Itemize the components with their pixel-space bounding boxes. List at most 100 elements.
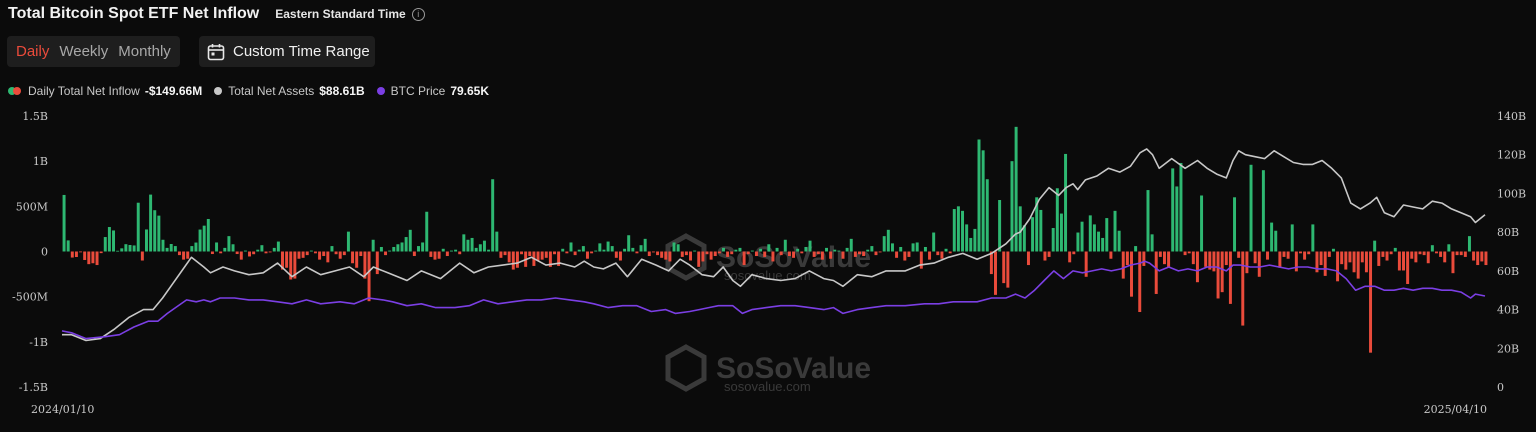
inflow-bar [1059, 213, 1063, 252]
inflow-bar [816, 251, 820, 255]
inflow-bar [1051, 228, 1055, 252]
inflow-bar [853, 251, 857, 257]
inflow-bar [268, 251, 272, 253]
inflow-bar [598, 243, 602, 252]
inflow-bar [1447, 244, 1451, 252]
inflow-bar [754, 251, 758, 257]
inflow-bar [614, 251, 618, 258]
inflow-bar [1179, 162, 1183, 252]
inflow-bar [186, 251, 190, 259]
inflow-bar [243, 250, 247, 252]
inflow-bar [1146, 190, 1150, 252]
tab-monthly[interactable]: Monthly [118, 43, 171, 60]
inflow-bar [198, 229, 202, 252]
inflow-bar [742, 251, 746, 266]
inflow-bar [1369, 251, 1373, 353]
inflow-bar [1035, 197, 1039, 252]
inflow-bar [103, 237, 107, 252]
inflow-bar [1080, 221, 1084, 252]
inflow-bar [95, 251, 99, 266]
inflow-bar [977, 139, 981, 252]
inflow-bar [392, 246, 396, 252]
inflow-bar [1315, 251, 1319, 273]
inflow-bar [1084, 251, 1088, 277]
inflow-bar [1006, 251, 1010, 288]
custom-time-range-button[interactable]: Custom Time Range [199, 36, 375, 67]
inflow-bar [458, 251, 462, 255]
header: Total Bitcoin Spot ETF Net Inflow Easter… [8, 5, 425, 23]
y-right-tick-label: 60B [1497, 265, 1519, 278]
inflow-bar [1031, 217, 1035, 252]
inflow-bar [1105, 218, 1109, 252]
inflow-bar [363, 251, 367, 279]
inflow-bar [1311, 224, 1315, 252]
inflow-bar [441, 248, 445, 252]
inflow-bar [1286, 251, 1290, 259]
inflow-bar [1092, 224, 1096, 252]
inflow-bar [1303, 251, 1307, 260]
inflow-bar [1018, 206, 1022, 252]
legend-label: Total Net Assets [228, 84, 315, 98]
inflow-bar [132, 245, 136, 252]
inflow-bar [565, 251, 569, 254]
inflow-bar [297, 251, 301, 259]
inflow-bar [1463, 251, 1467, 257]
inflow-bar [1138, 251, 1142, 313]
inflow-bar [882, 236, 886, 252]
inflow-bar [858, 251, 861, 255]
inflow-bar [487, 249, 491, 252]
y-left-tick-label: -1B [29, 336, 48, 349]
legend-value: $88.61B [319, 84, 365, 98]
inflow-bar [388, 250, 392, 252]
legend-item-net-inflow[interactable]: Daily Total Net Inflow -$149.66M [8, 84, 202, 98]
inflow-bar [433, 251, 437, 260]
inflow-bar [367, 251, 371, 302]
inflow-bar [1233, 197, 1237, 252]
inflow-bar [969, 237, 973, 252]
inflow-bar [412, 251, 416, 257]
inflow-bar [808, 240, 812, 252]
inflow-bar [651, 251, 655, 253]
legend-item-net-assets[interactable]: Total Net Assets $88.61B [214, 84, 365, 98]
inflow-bar [1097, 231, 1101, 252]
inflow-bar [371, 239, 375, 252]
inflow-bar [400, 242, 404, 252]
inflow-bar [1043, 251, 1047, 261]
inflow-bar [520, 251, 524, 255]
inflow-bar [301, 251, 305, 258]
inflow-bar [421, 242, 425, 252]
inflow-bar [689, 251, 692, 261]
inflow-bar [548, 251, 552, 267]
inflow-bar [1212, 251, 1216, 272]
inflow-bar [454, 249, 458, 252]
inflow-bar [738, 247, 742, 252]
inflow-bar [820, 251, 824, 260]
inflow-bar [561, 248, 565, 252]
info-icon[interactable]: i [411, 7, 425, 21]
legend-item-btc-price[interactable]: BTC Price 79.65K [376, 84, 489, 98]
inflow-bar [804, 246, 808, 252]
inflow-bar [989, 251, 993, 275]
inflow-bar [660, 251, 664, 258]
inflow-bar [235, 251, 239, 255]
tab-daily[interactable]: Daily [16, 43, 50, 60]
inflow-bar [223, 247, 227, 252]
inflow-bar [1360, 251, 1364, 263]
inflow-bar [932, 232, 936, 252]
inflow-bar [965, 224, 969, 252]
inflow-bar [1381, 251, 1385, 257]
inflow-bar [878, 251, 882, 253]
inflow-bar [915, 242, 919, 252]
inflow-bar [1121, 251, 1125, 279]
inflow-bar [1451, 251, 1455, 274]
inflow-bar [145, 229, 148, 252]
sosovalue-logo-icon [665, 233, 707, 281]
inflow-bar [359, 251, 363, 257]
inflow-bar [466, 239, 470, 252]
inflow-bar [746, 251, 750, 255]
inflow-bar [1257, 251, 1261, 277]
legend-label: Daily Total Net Inflow [28, 84, 140, 98]
inflow-bar [1068, 251, 1072, 263]
inflow-bar [293, 251, 297, 279]
tab-weekly[interactable]: Weekly [59, 43, 109, 60]
